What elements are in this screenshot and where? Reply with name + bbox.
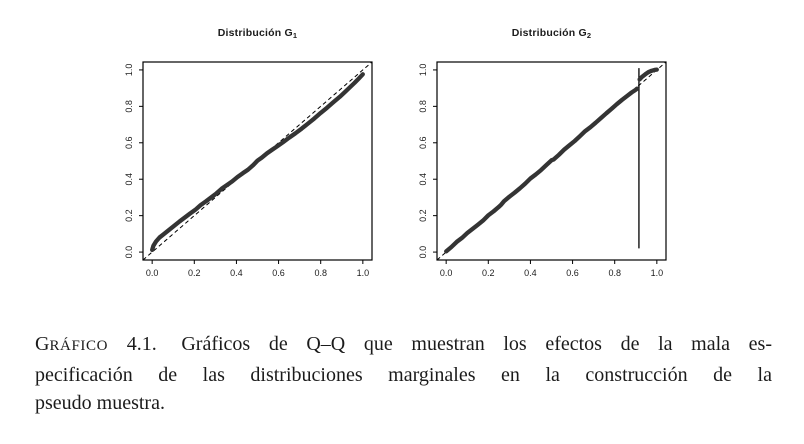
caption-line-2: pecificación de las distribuciones margi… <box>35 361 772 390</box>
x-tick-label: 0.0 <box>146 268 159 278</box>
y-tick-label: 0.6 <box>124 137 134 150</box>
x-tick-label: 0.0 <box>440 268 453 278</box>
axis-box <box>436 61 667 261</box>
x-tick-label: 1.0 <box>357 268 370 278</box>
qq-curve-segment-2 <box>637 67 659 82</box>
caption-line-3: pseudo muestra. <box>35 389 772 418</box>
plot-g2-title: Distribución G2 <box>437 27 666 40</box>
caption-number: 4.1. <box>126 333 157 355</box>
caption-text-line-3: pseudo muestra. <box>35 392 165 414</box>
caption-label: GRÁFICO <box>35 333 109 355</box>
y-tick-label: 0.8 <box>124 100 134 113</box>
x-tick-label: 0.6 <box>566 268 579 278</box>
x-tick-label: 0.2 <box>482 268 495 278</box>
plot-g2-canvas: 0.0 0.2 0.4 0.6 0.8 1.0 0.0 0.2 0.4 0.6 0.8 1.0 <box>418 61 667 278</box>
figure-caption: GRÁFICO 4.1. Gráficos de Q–Q que muestra… <box>35 330 772 418</box>
x-tick-label: 0.8 <box>608 268 621 278</box>
plot-g2-title-text: Distribución G <box>511 27 587 39</box>
y-tick-label: 0.0 <box>418 246 428 259</box>
qq-curve <box>150 72 365 253</box>
axis-box <box>142 61 373 261</box>
y-tick-label: 0.6 <box>418 137 428 150</box>
y-tick-label: 0.4 <box>418 173 428 186</box>
y-tick-label: 0.8 <box>418 100 428 113</box>
plot-g1-title-subscript: 1 <box>292 31 298 40</box>
y-tick-label: 1.0 <box>124 64 134 77</box>
caption-text-line-1: Gráficos de Q–Q que muestran los efectos… <box>181 333 773 355</box>
y-tick-label: 0.4 <box>124 173 134 186</box>
x-tick-label: 1.0 <box>651 268 664 278</box>
qq-curve-segment-1 <box>444 86 640 254</box>
caption-line-1: GRÁFICO 4.1. Gráficos de Q–Q que muestra… <box>35 330 772 361</box>
plot-g1-title-text: Distribución G <box>217 27 293 39</box>
plot-g1-canvas: 0.0 0.2 0.4 0.6 0.8 1.0 0.0 0.2 0.4 0.6 0.8 1.0 <box>124 61 373 278</box>
caption-text-line-2: pecificación de las distribuciones margi… <box>35 363 772 386</box>
y-tick-label: 1.0 <box>418 64 428 77</box>
plot-g2-title-subscript: 2 <box>586 31 592 40</box>
y-tick-label: 0.2 <box>418 209 428 222</box>
x-tick-label: 0.4 <box>230 268 243 278</box>
x-tick-label: 0.6 <box>272 268 285 278</box>
y-tick-label: 0.2 <box>124 209 134 222</box>
y-tick-label: 0.0 <box>124 246 134 259</box>
x-tick-label: 0.4 <box>524 268 537 278</box>
x-tick-label: 0.8 <box>314 268 327 278</box>
plot-g1-title: Distribución G1 <box>143 27 372 40</box>
x-tick-label: 0.2 <box>188 268 201 278</box>
reference-diagonal <box>142 61 373 261</box>
